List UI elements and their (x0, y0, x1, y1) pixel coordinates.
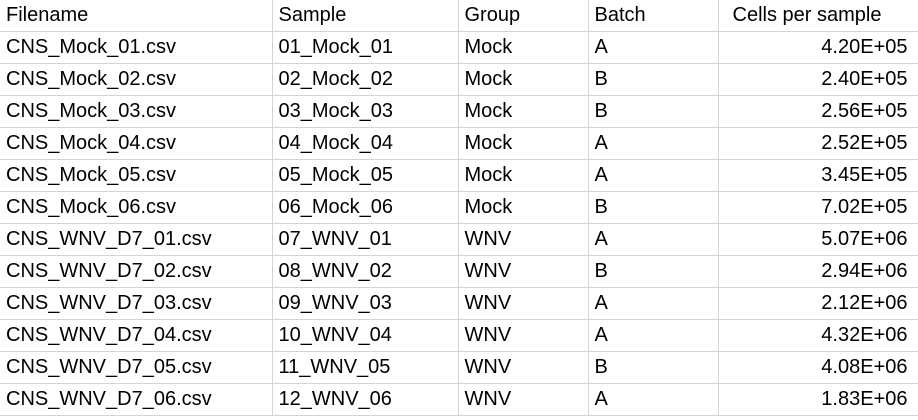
table-row: CNS_WNV_D7_03.csv 09_WNV_03 WNV A 2.12E+… (0, 287, 918, 320)
cell-filename[interactable]: CNS_WNV_D7_01.csv (0, 223, 273, 256)
cell-sample[interactable]: 03_Mock_03 (272, 95, 459, 128)
cell-batch[interactable]: B (588, 255, 719, 288)
cell-group[interactable]: Mock (458, 31, 589, 64)
cell-group[interactable]: WNV (458, 287, 589, 320)
cell-cells-per-sample[interactable]: 1.83E+06 (718, 383, 918, 416)
cell-group[interactable]: Mock (458, 95, 589, 128)
cell-batch[interactable]: A (588, 223, 719, 256)
cell-filename[interactable]: CNS_Mock_03.csv (0, 95, 273, 128)
cell-filename[interactable]: CNS_Mock_01.csv (0, 31, 273, 64)
cell-batch[interactable]: A (588, 159, 719, 192)
cell-filename[interactable]: CNS_WNV_D7_06.csv (0, 383, 273, 416)
header-row: Filename Sample Group Batch Cells per sa… (0, 0, 918, 32)
cell-sample[interactable]: 02_Mock_02 (272, 63, 459, 96)
cell-sample[interactable]: 05_Mock_05 (272, 159, 459, 192)
cell-sample[interactable]: 10_WNV_04 (272, 319, 459, 352)
cell-filename[interactable]: CNS_WNV_D7_02.csv (0, 255, 273, 288)
cell-cells-per-sample[interactable]: 2.52E+05 (718, 127, 918, 160)
cell-group[interactable]: WNV (458, 351, 589, 384)
header-cell-cells-per-sample[interactable]: Cells per sample (718, 0, 918, 32)
cell-batch[interactable]: A (588, 127, 719, 160)
cell-group[interactable]: Mock (458, 159, 589, 192)
cell-group[interactable]: WNV (458, 223, 589, 256)
cell-cells-per-sample[interactable]: 2.94E+06 (718, 255, 918, 288)
cell-cells-per-sample[interactable]: 7.02E+05 (718, 191, 918, 224)
cell-filename[interactable]: CNS_Mock_05.csv (0, 159, 273, 192)
table-row: CNS_Mock_03.csv 03_Mock_03 Mock B 2.56E+… (0, 95, 918, 128)
cell-batch[interactable]: A (588, 383, 719, 416)
table-row: CNS_WNV_D7_04.csv 10_WNV_04 WNV A 4.32E+… (0, 319, 918, 352)
cell-cells-per-sample[interactable]: 4.20E+05 (718, 31, 918, 64)
cell-group[interactable]: WNV (458, 383, 589, 416)
cell-sample[interactable]: 01_Mock_01 (272, 31, 459, 64)
cell-cells-per-sample[interactable]: 4.32E+06 (718, 319, 918, 352)
cell-cells-per-sample[interactable]: 2.12E+06 (718, 287, 918, 320)
cell-cells-per-sample[interactable]: 2.40E+05 (718, 63, 918, 96)
cell-cells-per-sample[interactable]: 5.07E+06 (718, 223, 918, 256)
cell-filename[interactable]: CNS_WNV_D7_04.csv (0, 319, 273, 352)
cell-sample[interactable]: 09_WNV_03 (272, 287, 459, 320)
cell-sample[interactable]: 08_WNV_02 (272, 255, 459, 288)
table-row: CNS_WNV_D7_02.csv 08_WNV_02 WNV B 2.94E+… (0, 255, 918, 288)
cell-sample[interactable]: 04_Mock_04 (272, 127, 459, 160)
header-cell-batch[interactable]: Batch (588, 0, 719, 32)
cell-batch[interactable]: B (588, 63, 719, 96)
cell-sample[interactable]: 06_Mock_06 (272, 191, 459, 224)
table-row: CNS_Mock_02.csv 02_Mock_02 Mock B 2.40E+… (0, 63, 918, 96)
cell-sample[interactable]: 11_WNV_05 (272, 351, 459, 384)
cell-filename[interactable]: CNS_WNV_D7_03.csv (0, 287, 273, 320)
table-row: CNS_Mock_01.csv 01_Mock_01 Mock A 4.20E+… (0, 31, 918, 64)
cell-group[interactable]: Mock (458, 127, 589, 160)
cell-group[interactable]: WNV (458, 319, 589, 352)
table-body: CNS_Mock_01.csv 01_Mock_01 Mock A 4.20E+… (0, 31, 918, 416)
cell-cells-per-sample[interactable]: 2.56E+05 (718, 95, 918, 128)
table-row: CNS_WNV_D7_01.csv 07_WNV_01 WNV A 5.07E+… (0, 223, 918, 256)
cell-group[interactable]: Mock (458, 63, 589, 96)
cell-batch[interactable]: B (588, 351, 719, 384)
table-row: CNS_Mock_04.csv 04_Mock_04 Mock A 2.52E+… (0, 127, 918, 160)
table-row: CNS_Mock_06.csv 06_Mock_06 Mock B 7.02E+… (0, 191, 918, 224)
table-row: CNS_WNV_D7_05.csv 11_WNV_05 WNV B 4.08E+… (0, 351, 918, 384)
cell-batch[interactable]: A (588, 319, 719, 352)
cell-filename[interactable]: CNS_WNV_D7_05.csv (0, 351, 273, 384)
cell-batch[interactable]: A (588, 287, 719, 320)
table-row: CNS_Mock_05.csv 05_Mock_05 Mock A 3.45E+… (0, 159, 918, 192)
table-row: CNS_WNV_D7_06.csv 12_WNV_06 WNV A 1.83E+… (0, 383, 918, 416)
header-cell-group[interactable]: Group (458, 0, 589, 32)
cell-sample[interactable]: 07_WNV_01 (272, 223, 459, 256)
cell-cells-per-sample[interactable]: 4.08E+06 (718, 351, 918, 384)
cell-group[interactable]: WNV (458, 255, 589, 288)
cell-batch[interactable]: B (588, 95, 719, 128)
header-cell-filename[interactable]: Filename (0, 0, 273, 32)
cell-filename[interactable]: CNS_Mock_02.csv (0, 63, 273, 96)
cell-batch[interactable]: A (588, 31, 719, 64)
cell-batch[interactable]: B (588, 191, 719, 224)
cell-cells-per-sample[interactable]: 3.45E+05 (718, 159, 918, 192)
cell-filename[interactable]: CNS_Mock_04.csv (0, 127, 273, 160)
cell-filename[interactable]: CNS_Mock_06.csv (0, 191, 273, 224)
cell-group[interactable]: Mock (458, 191, 589, 224)
cell-sample[interactable]: 12_WNV_06 (272, 383, 459, 416)
header-cell-sample[interactable]: Sample (272, 0, 459, 32)
